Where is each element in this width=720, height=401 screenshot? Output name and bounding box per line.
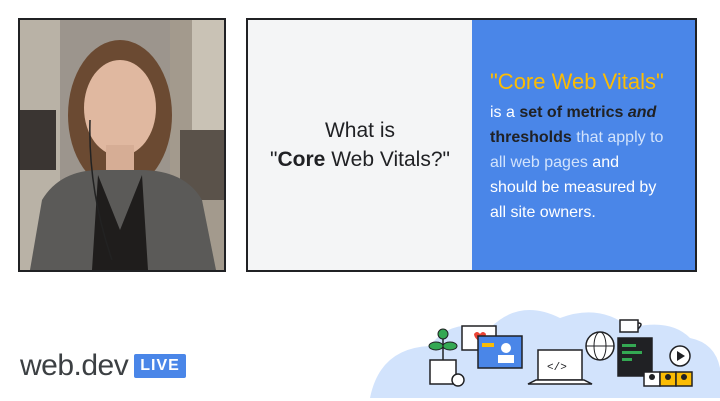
answer-should: should be measured by: [490, 179, 657, 196]
answer-title: "Core Web Vitals": [490, 69, 664, 94]
slide-answer-panel: "Core Web Vitals" is a set of metrics an…: [472, 20, 695, 270]
profile-card-icon: [461, 325, 523, 369]
coffee-cup-icon: [619, 319, 642, 333]
terminal-icon: [617, 337, 653, 377]
webcam-video: [18, 18, 226, 272]
presentation-slide: What is "Core Web Vitals?" "Core Web Vit…: [246, 18, 697, 272]
answer-and: and: [627, 104, 657, 121]
question-line1: What is: [324, 119, 395, 142]
svg-text:</>: </>: [547, 362, 567, 374]
presenter-video-frame: [20, 20, 224, 270]
answer-set-of-metrics: set of metrics: [519, 104, 628, 121]
decorative-illustration: </>: [370, 310, 720, 398]
logo-text: web.dev: [20, 349, 129, 382]
answer-all-web-pages: all web pages: [490, 154, 588, 171]
question-quote-open: ": [270, 148, 278, 171]
answer-owners: all site owners.: [490, 204, 596, 221]
answer-body: is a set of metrics and thresholds that …: [490, 100, 683, 225]
webdev-live-logo: web.dev LIVE: [20, 349, 186, 383]
laptop-code-icon: </>: [527, 349, 593, 385]
live-badge: LIVE: [134, 354, 186, 378]
slide-question: What is "Core Web Vitals?": [270, 116, 450, 174]
answer-is-a: is a: [490, 104, 520, 121]
avatars-icon: [643, 371, 693, 387]
answer-and2: and: [587, 154, 619, 171]
plus-icon: [451, 373, 465, 387]
question-rest: Web Vitals?": [325, 148, 450, 171]
answer-thresholds: thresholds: [490, 129, 572, 146]
slide-question-panel: What is "Core Web Vitals?": [248, 20, 472, 270]
answer-that-apply: that apply to: [571, 129, 664, 146]
globe-icon: [585, 331, 615, 361]
question-bold: Core: [277, 148, 326, 171]
